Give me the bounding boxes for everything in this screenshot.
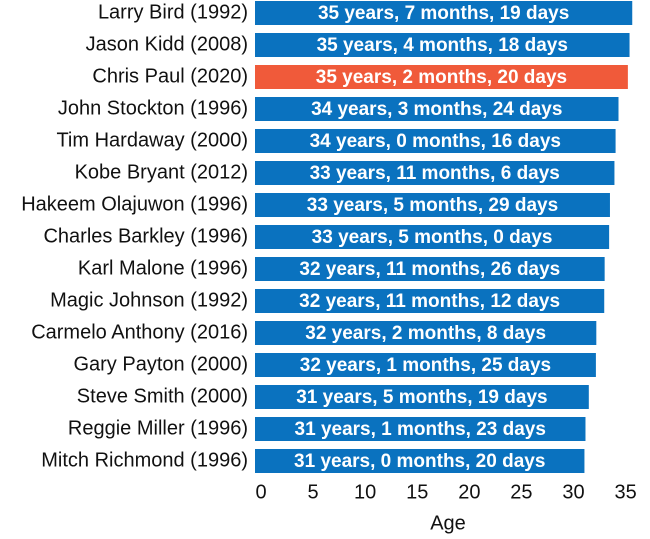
value-label: 33 years, 11 months, 6 days: [310, 163, 560, 184]
x-tick-label: 5: [308, 481, 319, 503]
value-label: 35 years, 4 months, 18 days: [317, 35, 568, 56]
value-label: 32 years, 11 months, 12 days: [299, 291, 560, 312]
bar: [255, 193, 610, 217]
value-label: 31 years, 0 months, 20 days: [294, 451, 545, 472]
value-label: 33 years, 5 months, 0 days: [312, 227, 553, 248]
bar: [255, 385, 589, 409]
value-label: 34 years, 3 months, 24 days: [311, 99, 562, 120]
y-tick-label: Chris Paul (2020): [92, 65, 248, 87]
bar: [255, 417, 586, 441]
y-tick-label: Charles Barkley (1996): [43, 225, 248, 247]
bar: [255, 289, 605, 313]
value-label: 32 years, 1 months, 25 days: [300, 355, 551, 376]
y-tick-label: Mitch Richmond (1996): [41, 449, 248, 471]
value-label: 32 years, 2 months, 8 days: [305, 323, 546, 344]
y-tick-label: Carmelo Anthony (2016): [31, 321, 248, 343]
x-tick-label: 20: [458, 481, 480, 503]
value-label: 33 years, 5 months, 29 days: [307, 195, 558, 216]
x-tick-label: 25: [510, 481, 532, 503]
y-tick-label: Karl Malone (1996): [78, 257, 248, 279]
bar: [255, 449, 585, 473]
value-label: 35 years, 7 months, 19 days: [318, 3, 569, 24]
bar: [255, 353, 596, 377]
y-tick-label: Jason Kidd (2008): [86, 33, 248, 55]
y-tick-label: Reggie Miller (1996): [68, 417, 248, 439]
value-label: 31 years, 5 months, 19 days: [296, 387, 547, 408]
y-tick-label: John Stockton (1996): [58, 97, 248, 119]
value-label: 32 years, 11 months, 26 days: [299, 259, 560, 280]
y-tick-label: Tim Hardaway (2000): [56, 129, 248, 151]
value-label: 31 years, 1 months, 23 days: [295, 419, 546, 440]
bar: [255, 129, 616, 153]
bar: [255, 257, 605, 281]
value-label: 34 years, 0 months, 16 days: [310, 131, 561, 152]
y-tick-label: Gary Payton (2000): [73, 353, 248, 375]
bar: [255, 321, 597, 345]
value-label: 35 years, 2 months, 20 days: [316, 67, 567, 88]
y-tick-label: Kobe Bryant (2012): [75, 161, 248, 183]
bar: [255, 161, 615, 185]
x-tick-label: 15: [406, 481, 428, 503]
x-tick-label: 30: [562, 481, 584, 503]
bar: [255, 97, 619, 121]
bar: [255, 225, 610, 249]
y-tick-label: Hakeem Olajuwon (1996): [21, 193, 248, 215]
x-tick-label: 10: [354, 481, 376, 503]
bar: [255, 33, 630, 57]
y-tick-label: Steve Smith (2000): [77, 385, 248, 407]
x-tick-label: 35: [614, 481, 636, 503]
bar: [255, 65, 628, 89]
bar: [255, 1, 633, 25]
y-tick-label: Magic Johnson (1992): [50, 289, 248, 311]
x-axis-label: Age: [430, 512, 466, 534]
x-tick-label: 0: [255, 481, 266, 503]
y-tick-label: Larry Bird (1992): [98, 1, 248, 23]
